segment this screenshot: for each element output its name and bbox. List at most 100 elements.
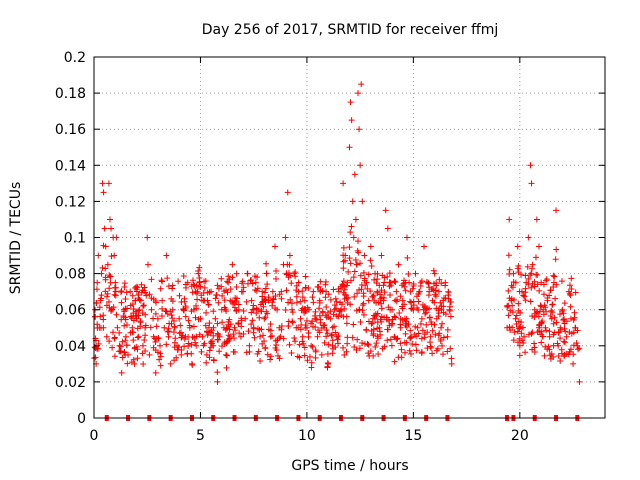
data-point bbox=[129, 329, 136, 336]
data-point bbox=[262, 314, 269, 321]
data-point bbox=[238, 315, 245, 322]
data-point bbox=[214, 282, 221, 289]
data-point bbox=[231, 304, 238, 311]
data-point bbox=[103, 293, 110, 300]
data-point bbox=[570, 329, 577, 336]
data-point bbox=[347, 277, 354, 284]
data-point bbox=[322, 278, 329, 285]
data-point bbox=[341, 286, 348, 293]
data-point bbox=[310, 299, 317, 306]
data-point bbox=[163, 252, 170, 259]
data-point bbox=[260, 332, 267, 339]
data-point bbox=[224, 289, 231, 296]
data-point bbox=[244, 270, 251, 277]
data-point bbox=[116, 329, 123, 336]
data-point bbox=[310, 288, 317, 295]
data-point bbox=[293, 282, 300, 289]
data-point bbox=[167, 360, 174, 367]
y-tick-label: 0.18 bbox=[55, 86, 86, 102]
data-point bbox=[207, 344, 214, 351]
data-point bbox=[275, 352, 282, 359]
data-point bbox=[374, 333, 381, 340]
data-point bbox=[353, 261, 360, 268]
data-point bbox=[340, 278, 347, 285]
data-point bbox=[176, 292, 183, 299]
data-point bbox=[563, 318, 570, 325]
data-point bbox=[429, 327, 436, 334]
data-point bbox=[550, 284, 557, 291]
data-point bbox=[396, 309, 403, 316]
data-point bbox=[377, 295, 384, 302]
data-point bbox=[324, 330, 331, 337]
data-point bbox=[277, 333, 284, 340]
data-point bbox=[576, 378, 583, 385]
data-point bbox=[397, 340, 404, 347]
data-point bbox=[379, 272, 386, 279]
data-point bbox=[528, 180, 535, 187]
data-point bbox=[340, 282, 347, 289]
data-point bbox=[269, 288, 276, 295]
data-point bbox=[238, 288, 245, 295]
data-point bbox=[447, 313, 454, 320]
data-point bbox=[539, 333, 546, 340]
data-point bbox=[185, 317, 192, 324]
data-point bbox=[102, 265, 109, 272]
y-tick-label: 0.12 bbox=[55, 194, 86, 210]
data-point bbox=[374, 270, 381, 277]
data-point bbox=[94, 345, 101, 352]
data-point bbox=[350, 321, 357, 328]
data-point bbox=[226, 316, 233, 323]
data-point bbox=[305, 329, 312, 336]
data-point bbox=[243, 349, 250, 356]
data-point bbox=[194, 288, 201, 295]
data-point bbox=[215, 336, 222, 343]
data-point bbox=[427, 339, 434, 346]
data-point bbox=[322, 281, 329, 288]
data-point bbox=[253, 287, 260, 294]
data-point bbox=[113, 311, 120, 318]
data-point bbox=[101, 225, 108, 232]
data-point bbox=[235, 301, 242, 308]
data-point bbox=[304, 357, 311, 364]
data-point bbox=[567, 315, 574, 322]
data-point bbox=[439, 342, 446, 349]
data-point bbox=[150, 315, 157, 322]
data-point bbox=[169, 298, 176, 305]
data-point bbox=[550, 272, 557, 279]
data-point bbox=[267, 321, 274, 328]
data-point bbox=[288, 280, 295, 287]
data-point bbox=[360, 300, 367, 307]
data-point bbox=[292, 338, 299, 345]
data-point bbox=[398, 354, 405, 361]
data-point bbox=[118, 316, 125, 323]
data-point bbox=[520, 292, 527, 299]
data-point bbox=[280, 335, 287, 342]
data-point bbox=[311, 312, 318, 319]
data-point bbox=[532, 310, 539, 317]
data-point bbox=[354, 238, 361, 245]
data-point bbox=[196, 274, 203, 281]
data-point bbox=[297, 315, 304, 322]
data-point bbox=[532, 254, 539, 261]
data-point bbox=[257, 333, 264, 340]
data-point bbox=[323, 326, 330, 333]
data-point bbox=[440, 351, 447, 358]
data-point bbox=[114, 324, 121, 331]
data-point bbox=[223, 308, 230, 315]
data-point bbox=[522, 285, 529, 292]
data-point bbox=[405, 321, 412, 328]
data-point bbox=[329, 350, 336, 357]
data-point bbox=[283, 271, 290, 278]
data-point bbox=[322, 294, 329, 301]
data-point bbox=[375, 351, 382, 358]
data-point bbox=[395, 261, 402, 268]
data-point bbox=[349, 334, 356, 341]
data-point bbox=[256, 326, 263, 333]
data-point bbox=[374, 310, 381, 317]
data-point bbox=[230, 331, 237, 338]
data-point bbox=[192, 339, 199, 346]
data-point bbox=[364, 340, 371, 347]
data-point bbox=[337, 299, 344, 306]
data-point bbox=[104, 261, 111, 268]
data-point bbox=[389, 316, 396, 323]
